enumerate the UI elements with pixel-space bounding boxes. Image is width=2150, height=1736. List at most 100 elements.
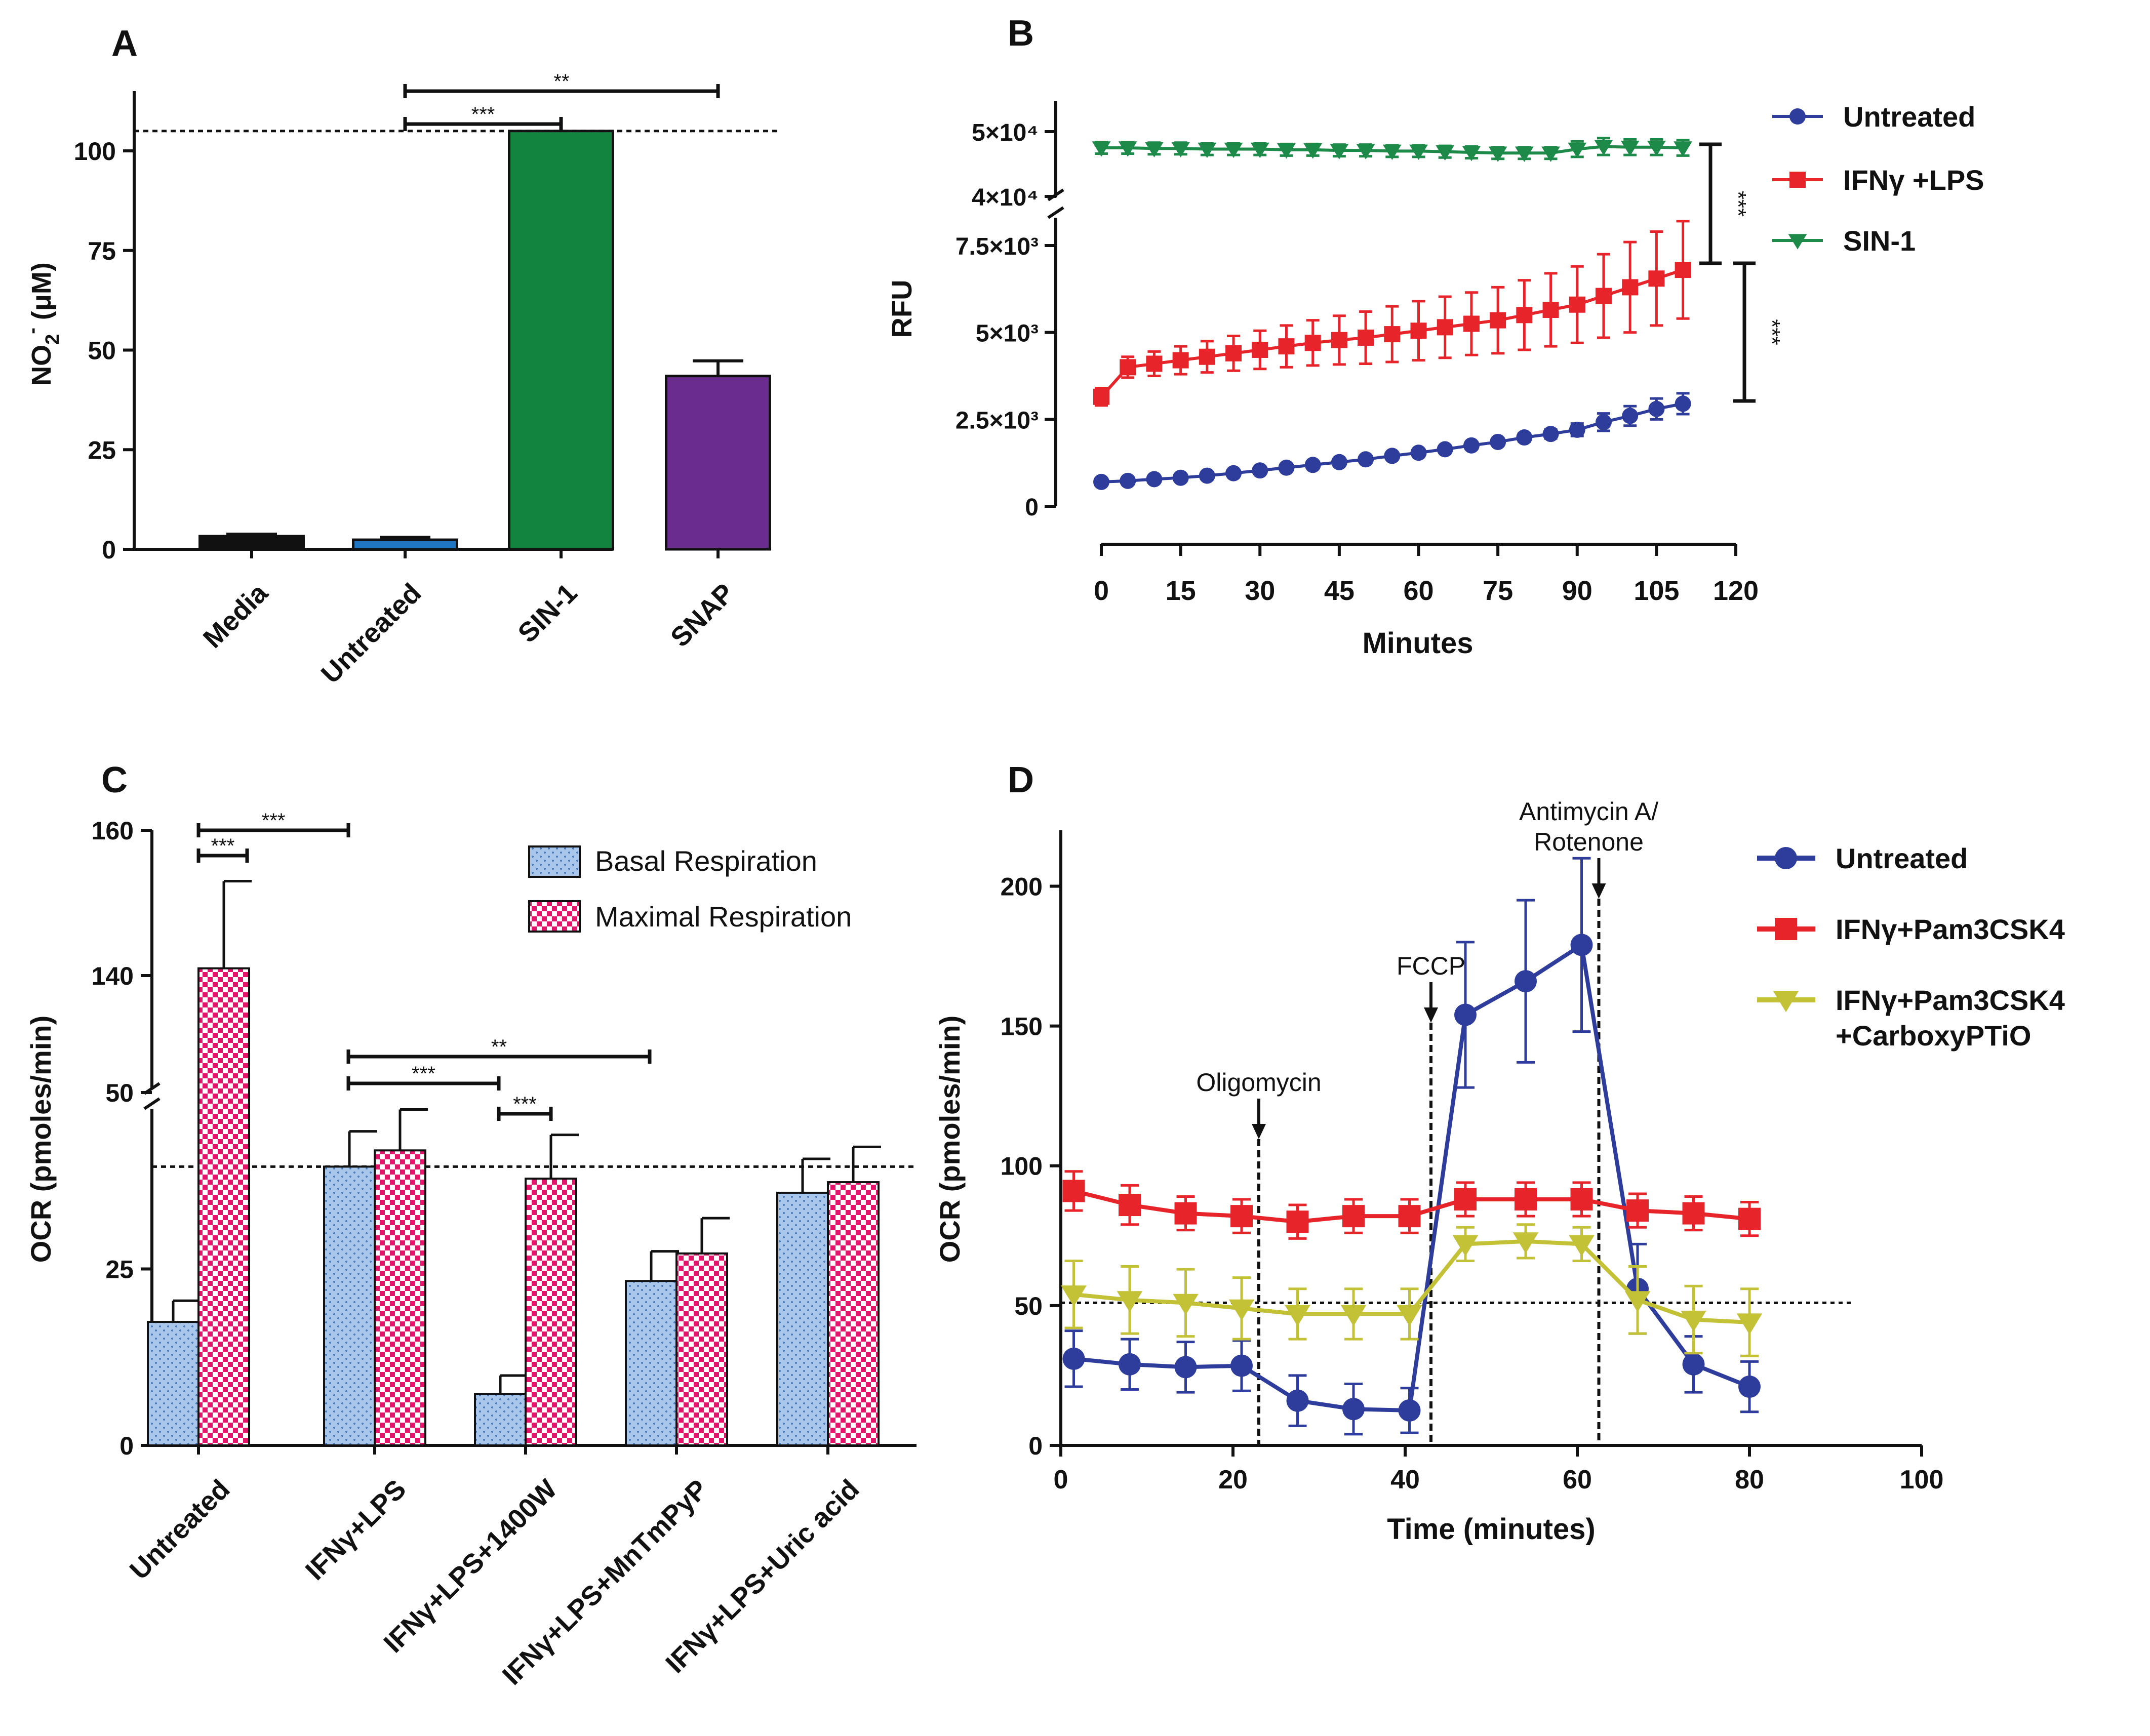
panel-a-ylabel-sub: 2 xyxy=(42,334,63,345)
panel-d-y-tick-label: 200 xyxy=(1001,872,1043,901)
panel-a-significance-1-label: *** xyxy=(471,103,495,126)
panel-d-point-2 xyxy=(1173,1294,1199,1315)
panel-d-annotation-label: Oligomycin xyxy=(1196,1068,1321,1097)
panel-d-point-2 xyxy=(1285,1305,1310,1326)
panel-b-point-2 xyxy=(1515,146,1534,162)
panel-d-arrow-head xyxy=(1591,883,1606,899)
panel-c-legend-swatch-maximal xyxy=(528,900,581,933)
panel-b-x-tick-label: 60 xyxy=(1403,576,1434,606)
panel-b-legend-marker xyxy=(1789,172,1806,188)
panel-b-point-2 xyxy=(1568,142,1587,158)
panel-b-y-tick-label: 2.5×10³ xyxy=(955,407,1039,434)
panel-d-point-2 xyxy=(1736,1313,1763,1335)
panel-b-y-tick-label: 5×10³ xyxy=(976,320,1039,347)
panel-d-point-1 xyxy=(1515,1188,1537,1210)
panel-b-point-1 xyxy=(1437,319,1453,336)
panel-b-point-2 xyxy=(1647,140,1666,156)
panel-b-point-1 xyxy=(1331,332,1347,348)
panel-a-y-tick-label: 100 xyxy=(74,137,116,166)
panel-d-point-2 xyxy=(1452,1235,1479,1257)
panel-b-x-axis-label: Minutes xyxy=(1362,627,1473,660)
panel-b-point-1 xyxy=(1595,288,1612,304)
panel-b-point-0 xyxy=(1146,471,1163,488)
panel-b-point-1 xyxy=(1252,342,1268,358)
panel-b-point-1 xyxy=(1199,348,1215,365)
panel-a-x-tick-label: SNAP xyxy=(665,578,740,653)
panel-b-point-0 xyxy=(1358,451,1374,468)
panel-a-y-tick-label: 50 xyxy=(88,337,116,365)
panel-b-y-tick-label: 0 xyxy=(1025,494,1039,521)
panel-d-point-0 xyxy=(1515,970,1537,993)
panel-a-ylabel-sup: - xyxy=(22,328,43,334)
panel-d-legend-label-0: Untreated xyxy=(1836,842,1968,874)
panel-d-point-0 xyxy=(1682,1353,1705,1376)
panel-a-bar-sin-1 xyxy=(508,130,614,551)
panel-b-point-2 xyxy=(1674,141,1692,157)
panel-b-point-1 xyxy=(1648,270,1665,287)
panel-b-point-1 xyxy=(1172,352,1189,369)
panel-b-significance-1-label: *** xyxy=(1726,191,1750,217)
panel-b-point-2 xyxy=(1488,146,1507,162)
panel-b-legend-label-0: Untreated xyxy=(1843,101,1975,133)
panel-c-bar-maximal xyxy=(197,967,250,1446)
panel-b-point-0 xyxy=(1384,448,1401,464)
panel-b-y-tick-label: 5×10⁴ xyxy=(972,119,1039,146)
panel-d-y-tick-label: 50 xyxy=(1014,1292,1043,1320)
panel-b-point-1 xyxy=(1410,322,1427,339)
panel-d-point-2 xyxy=(1061,1285,1087,1307)
panel-d-x-tick-label: 0 xyxy=(1054,1465,1068,1495)
panel-c-x-tick-label: IFNγ+LPS xyxy=(300,1474,412,1586)
panel-label-b: B xyxy=(1008,13,1034,54)
panel-b-point-2 xyxy=(1356,144,1375,159)
panel-d-point-2 xyxy=(1228,1299,1255,1321)
panel-d-point-2 xyxy=(1681,1310,1706,1332)
panel-d-point-1 xyxy=(1398,1205,1421,1228)
panel-b-point-1 xyxy=(1358,329,1374,346)
panel-d-legend-label-1: IFNγ+Pam3CSK4 xyxy=(1836,913,2065,945)
panel-d-legend-label-2-line2: +CarboxyPTiO xyxy=(1836,1020,2031,1052)
panel-d-point-1 xyxy=(1119,1194,1141,1217)
panel-b-x-tick-label: 75 xyxy=(1483,576,1513,606)
panel-d-x-axis-label: Time (minutes) xyxy=(1387,1513,1595,1546)
panel-c-legend-label-basal: Basal Respiration xyxy=(595,845,817,877)
panel-b-point-0 xyxy=(1463,437,1480,454)
panel-b-point-2 xyxy=(1382,144,1402,160)
panel-c-bar-basal xyxy=(323,1165,376,1447)
panel-b-x-tick-label: 30 xyxy=(1245,576,1275,606)
panel-d-arrow-head xyxy=(1252,1124,1266,1139)
panel-b-point-0 xyxy=(1437,441,1453,458)
panel-c-axis-break xyxy=(143,1097,161,1110)
panel-c-bar-maximal xyxy=(525,1178,577,1447)
panel-d-point-0 xyxy=(1342,1398,1365,1421)
panel-c-legend-swatch-basal xyxy=(528,845,581,878)
panel-d-point-1 xyxy=(1342,1205,1365,1228)
panel-a-significance-2-label: ** xyxy=(553,70,569,93)
panel-b-point-0 xyxy=(1675,395,1691,412)
panel-label-a: A xyxy=(111,23,138,64)
panel-a-x-tick-label: SIN-1 xyxy=(512,578,583,649)
panel-label-d: D xyxy=(1008,760,1034,800)
panel-b-x-tick-label: 90 xyxy=(1562,576,1592,606)
panel-c-significance-2-label: *** xyxy=(262,810,286,832)
panel-d-point-0 xyxy=(1570,934,1593,956)
panel-c-y-tick-label: 50 xyxy=(105,1079,134,1107)
panel-b-point-2 xyxy=(1541,146,1560,162)
panel-b-point-2 xyxy=(1092,141,1111,157)
panel-d-legend-label-2: IFNγ+Pam3CSK4 xyxy=(1836,984,2065,1016)
panel-label-c: C xyxy=(101,760,128,800)
panel-d-y-axis-label: OCR (pmoles/min) xyxy=(934,1016,966,1263)
panel-b-x-tick-label: 45 xyxy=(1324,576,1355,606)
panel-b-point-0 xyxy=(1410,445,1427,461)
panel-a-y-axis-label: NO2- (μM) xyxy=(22,262,63,386)
panel-d-point-0 xyxy=(1174,1356,1197,1379)
panel-d-series-line-0 xyxy=(1073,941,1750,1413)
panel-b-legend-marker xyxy=(1789,108,1806,125)
panel-d-x-tick-label: 100 xyxy=(1900,1465,1944,1495)
panel-b-point-0 xyxy=(1331,454,1347,470)
panel-b-point-1 xyxy=(1490,312,1506,329)
panel-b-point-0 xyxy=(1595,414,1612,430)
panel-b-point-1 xyxy=(1278,338,1295,355)
panel-b-point-0 xyxy=(1093,473,1109,490)
panel-d-point-0 xyxy=(1286,1389,1309,1412)
panel-b-point-2 xyxy=(1224,142,1243,158)
